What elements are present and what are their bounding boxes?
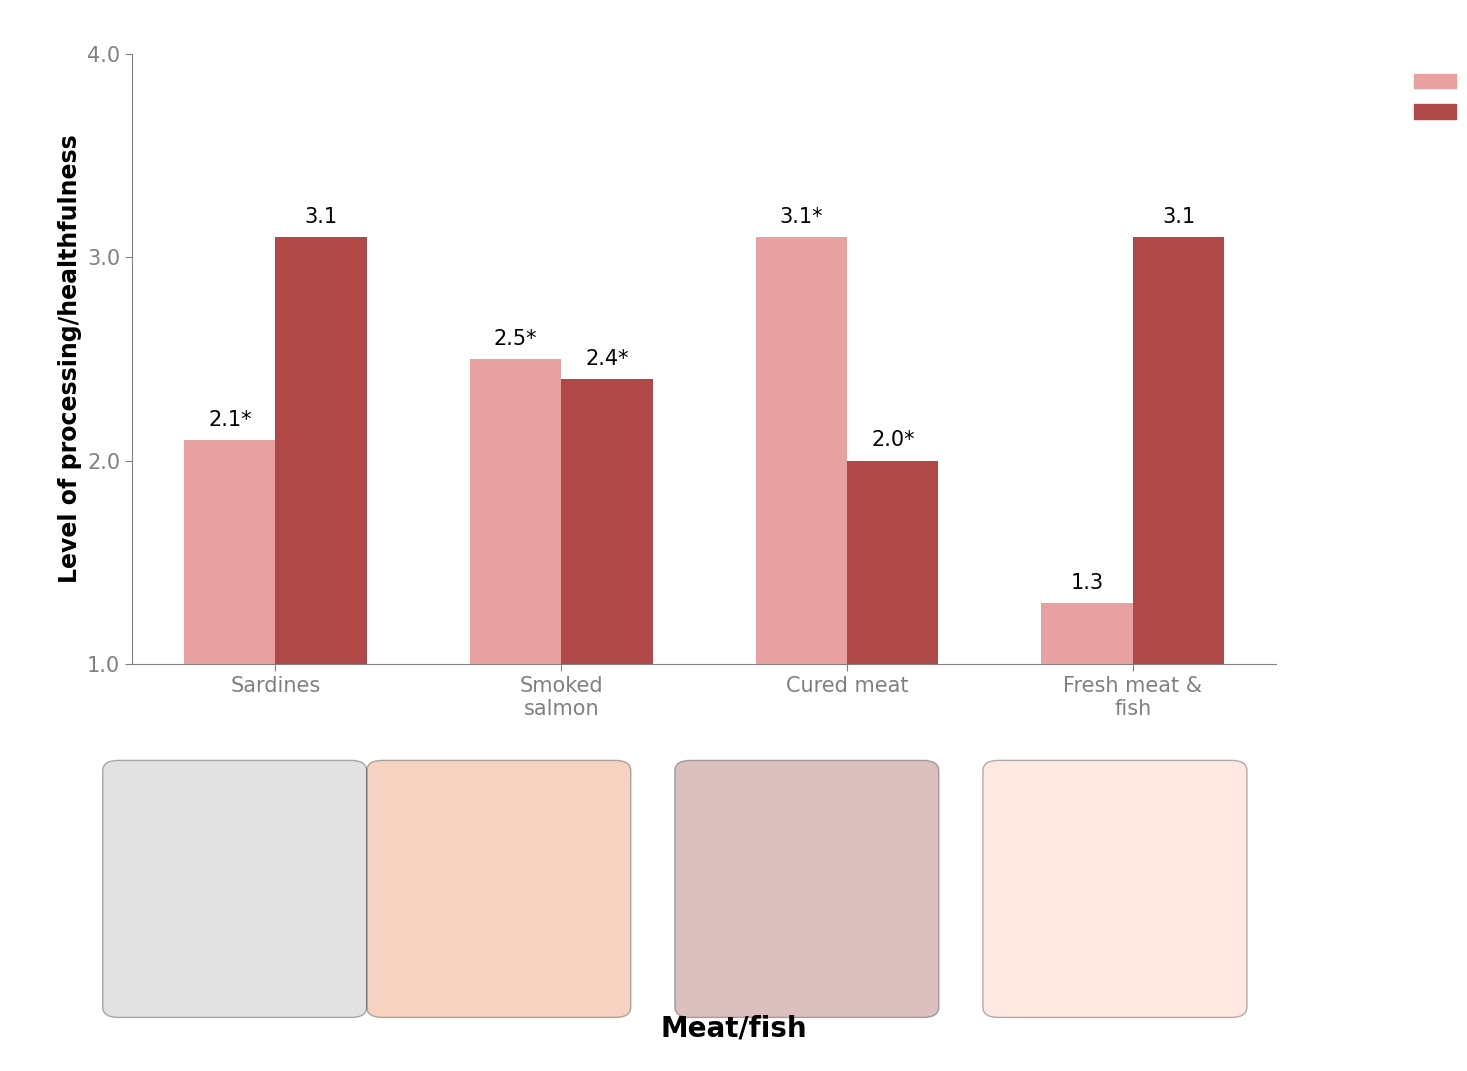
Bar xyxy=(469,359,562,664)
Text: 2.4*: 2.4* xyxy=(585,349,629,369)
Bar xyxy=(1133,237,1225,664)
Text: 3.1: 3.1 xyxy=(1162,207,1196,227)
Y-axis label: Level of processing/healthfulness: Level of processing/healthfulness xyxy=(57,134,82,584)
Bar xyxy=(846,461,939,664)
Bar xyxy=(183,440,276,664)
Text: 2.1*: 2.1* xyxy=(208,410,251,431)
Bar xyxy=(1042,603,1133,664)
Bar xyxy=(756,237,846,664)
Bar xyxy=(562,379,653,664)
Text: 3.1*: 3.1* xyxy=(779,207,823,227)
Bar xyxy=(276,237,367,664)
Text: Meat/fish: Meat/fish xyxy=(660,1014,807,1042)
Text: 2.5*: 2.5* xyxy=(494,329,537,349)
Text: 1.3: 1.3 xyxy=(1071,573,1103,593)
Legend: Processed, Healthful: Processed, Healthful xyxy=(1405,64,1467,131)
Text: 2.0*: 2.0* xyxy=(871,431,914,451)
Text: 3.1: 3.1 xyxy=(305,207,337,227)
